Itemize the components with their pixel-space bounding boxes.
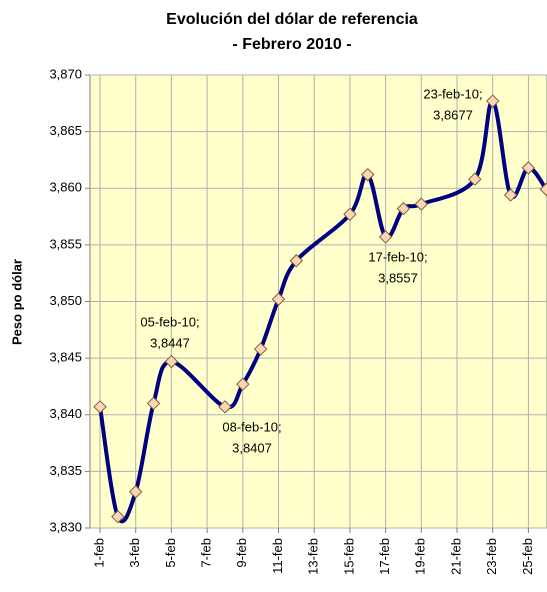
chart-subtitle: - Febrero 2010 -	[232, 36, 351, 53]
data-point	[271, 292, 286, 306]
x-tick-label: 3-feb	[127, 538, 142, 568]
data-point	[343, 207, 357, 222]
data-point	[414, 197, 429, 211]
data-point	[93, 400, 107, 414]
annotation: 3,8557	[378, 270, 418, 285]
y-tick-label: 3,865	[49, 123, 82, 138]
x-tick-label: 19-feb	[413, 538, 428, 575]
y-tick-label: 3,850	[49, 293, 82, 308]
data-point	[111, 509, 125, 524]
y-tick-label: 3,830	[49, 519, 82, 534]
data-point	[503, 188, 518, 202]
data-point	[253, 342, 268, 356]
y-tick-label: 3,860	[49, 180, 82, 195]
y-tick-label: 3,855	[49, 236, 82, 251]
x-tick-label: 25-feb	[520, 538, 535, 575]
y-axis-label: Peso po dólar	[9, 259, 24, 345]
data-point	[146, 396, 161, 411]
annotation: 05-feb-10;	[140, 314, 199, 329]
x-tick-label: 21-feb	[448, 538, 463, 575]
annotation: 3,8407	[232, 440, 272, 455]
annotation: 3,8677	[433, 107, 473, 122]
y-tick-label: 3,840	[49, 406, 82, 421]
x-tick-label: 11-feb	[270, 538, 285, 574]
x-tick-label: 5-feb	[163, 538, 178, 568]
x-tick-label: 23-feb	[484, 538, 499, 575]
annotation: 08-feb-10;	[222, 419, 281, 434]
chart-title: Evolución del dólar de referencia	[166, 11, 418, 28]
y-tick-label: 3,870	[49, 66, 82, 81]
data-point	[218, 400, 232, 414]
data-point	[468, 172, 482, 186]
data-point	[485, 94, 500, 108]
data-point	[289, 254, 304, 268]
data-point	[164, 354, 179, 369]
data-point	[539, 182, 547, 197]
data-point	[396, 201, 411, 216]
x-tick-label: 17-feb	[377, 538, 392, 575]
y-tick-label: 3,835	[49, 463, 82, 478]
x-tick-label: 7-feb	[199, 538, 214, 568]
x-tick-label: 13-feb	[306, 538, 321, 575]
annotation: 17-feb-10;	[368, 249, 427, 264]
data-point	[521, 161, 536, 175]
x-tick-label: 15-feb	[341, 538, 356, 575]
data-point	[378, 230, 393, 244]
x-tick-label: 1-feb	[91, 538, 106, 568]
annotation: 23-feb-10;	[423, 86, 482, 101]
y-tick-label: 3,845	[49, 350, 82, 365]
data-point	[361, 167, 375, 182]
data-point	[236, 377, 250, 391]
x-tick-label: 9-feb	[234, 538, 249, 568]
annotation: 3,8447	[150, 335, 190, 350]
data-point	[128, 485, 143, 499]
